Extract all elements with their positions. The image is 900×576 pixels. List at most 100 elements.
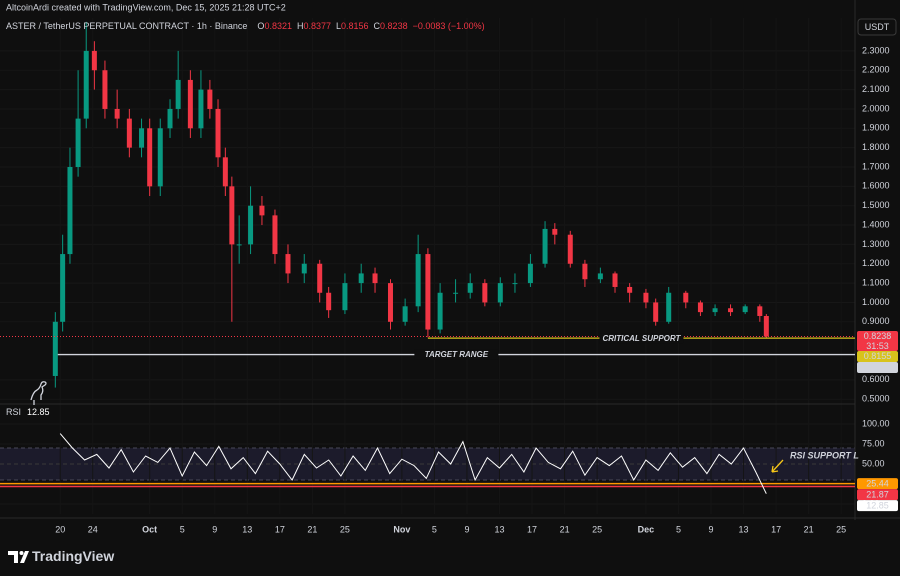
x-tick-label: Dec [638,524,655,534]
level-label-bg [414,349,499,360]
x-tick-label: 17 [527,524,537,534]
candle-body [425,254,431,330]
axis-label: 0.8155 [864,351,892,361]
candle-body [167,108,173,129]
candle-body [75,118,81,167]
candle-body [207,89,213,109]
axis-label: 0.8238 [864,331,892,341]
x-tick-label: Oct [142,524,157,534]
candle-body [467,283,473,293]
axis-label-box [857,500,898,512]
candle-body [301,263,307,274]
legend-key: H [297,21,304,31]
candle-body [67,166,73,255]
x-tick-label: 5 [432,524,437,534]
y-tick-label: 2.0000 [862,103,890,113]
candle-body [236,244,242,246]
plot: CRITICAL SUPPORT TARGET RANGE [0,21,855,494]
currency: USDT [865,22,890,32]
y-tick-label: 0.9000 [862,316,890,326]
legend-value: 0.8238 [380,21,408,31]
x-tick-label: 25 [592,524,602,534]
axis-countdown: 31:53 [866,341,889,351]
rsi-line [59,433,767,494]
candle-body [139,128,145,148]
candle-body [697,302,703,313]
rsi-value: 12.85 [27,407,50,417]
axis-label-box [857,331,898,352]
candle-body [497,283,503,303]
candle-body [653,302,659,322]
axis-label-box [857,362,898,374]
axis-label: 25.44 [866,478,889,488]
axis-label: 0.7306 [864,362,892,372]
candle-body [742,306,748,313]
symbol-legend: ASTER / TetherUS PERPETUAL CONTRACT · 1h… [6,21,485,31]
rsi-annotation: RSI SUPPORT L [790,450,859,460]
candle-body [387,283,393,322]
candle-body [157,128,163,187]
candle-body [582,263,588,280]
legend-key: L [336,21,341,31]
x-tick-label: 21 [804,524,814,534]
x-tick-label: 13 [242,524,252,534]
candle-body [542,228,548,264]
candle-body [91,50,97,71]
x-tick-label: 25 [836,524,846,534]
legend-value: 0.8321 [264,21,292,31]
dino-icon [30,381,47,405]
credit: AltcoinArdi created with TradingView.com… [6,2,286,12]
legend-key: O [257,21,264,31]
candle-body [317,263,323,293]
x-tick-label: Nov [393,524,410,534]
y-tick-label: 1.8000 [862,142,890,152]
candle-body [728,308,734,313]
y-tick-label: 1.0000 [862,297,890,307]
x-tick-label: 9 [212,524,217,534]
brand-logo: TradingView [8,548,114,564]
x-tick-label: 21 [307,524,317,534]
y-tick-label: 2.3000 [862,45,890,55]
y-tick-label: 1.1000 [862,277,890,287]
x-tick-label: 21 [560,524,570,534]
currency-box [857,18,897,36]
axis-label: 21.87 [866,489,889,499]
candle-body [712,308,718,313]
candle-body [272,215,278,255]
candle-body [326,292,332,311]
candle-body [757,306,763,316]
level-label: TARGET RANGE [425,350,489,359]
legend-change: −0.0083 (−1.00%) [413,21,485,31]
x-tick-label: 5 [180,524,185,534]
annotation-arrow [771,459,784,473]
candle-body [372,273,378,284]
axis-label-box [857,351,898,363]
y-tick-label: 1.7000 [862,161,890,171]
candle-body [627,286,633,293]
candle-body [453,292,459,294]
candle-body [482,283,488,303]
y-tick-label: 2.1000 [862,84,890,94]
x-tick-label: 5 [676,524,681,534]
candle-body [215,108,221,158]
candle-body [666,292,672,322]
candle-body [175,79,181,109]
candle-body [415,254,421,307]
candle-body [512,283,518,285]
axis-label-box [857,478,898,490]
y-tick-label: 2.2000 [862,65,890,75]
y-tick-label: 1.5000 [862,200,890,210]
brand-name: TradingView [32,548,114,564]
x-tick-label: 24 [88,524,98,534]
x-tick-label: 20 [55,524,65,534]
candle-body [126,118,132,148]
y-tick-label: 1.6000 [862,181,890,191]
candle-body [259,205,265,216]
legend-key: C [374,21,381,31]
x-tick-label: 17 [275,524,285,534]
brand-mark [8,551,29,563]
rsi-legend: RSI 12.85 [6,407,50,417]
level-label: CRITICAL SUPPORT [602,334,681,343]
